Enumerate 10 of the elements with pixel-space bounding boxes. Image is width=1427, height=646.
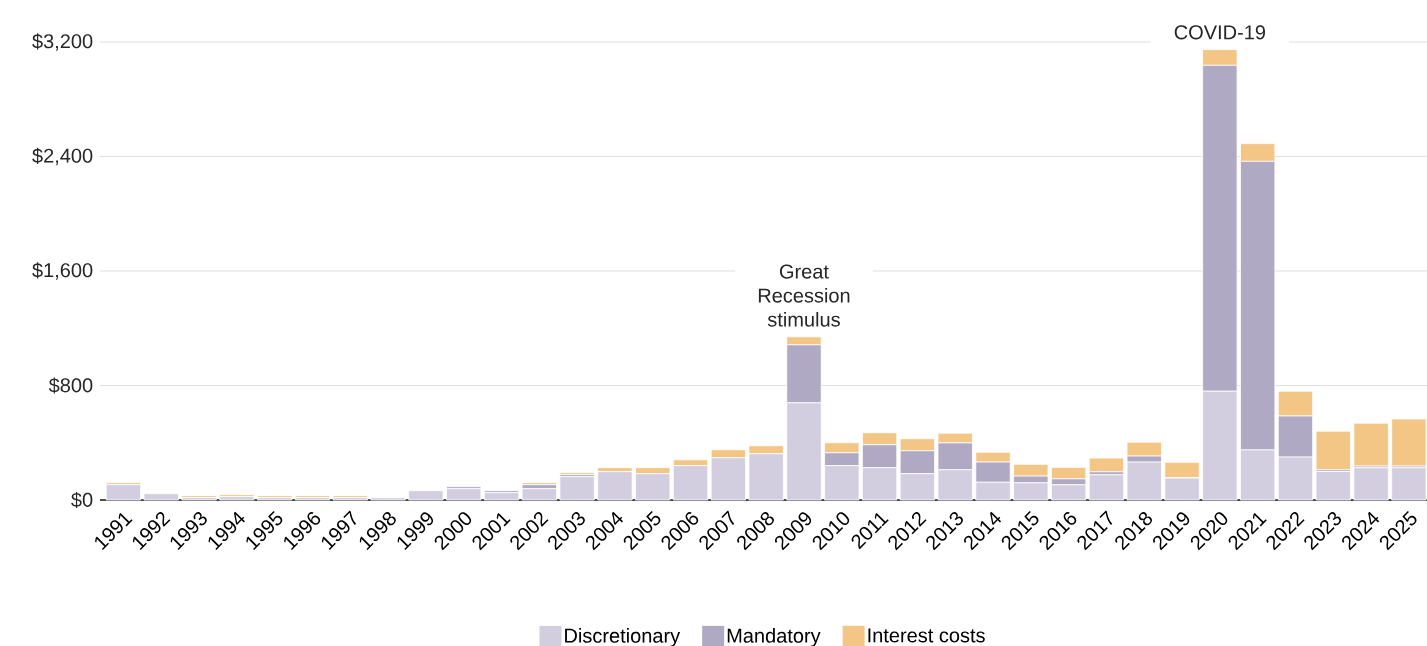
legend-label: Mandatory bbox=[727, 628, 821, 646]
y-tick-label: $3,200 bbox=[32, 33, 93, 51]
annotation: COVID-19 bbox=[1174, 25, 1266, 40]
y-tick-label: $0 bbox=[71, 491, 93, 509]
annotation: Great Recession stimulus bbox=[758, 264, 850, 327]
y-tick-label: $2,400 bbox=[32, 147, 93, 166]
y-tick-label: $800 bbox=[48, 377, 93, 394]
legend-label: Interest costs bbox=[868, 628, 985, 643]
legend-label: Discretionary bbox=[565, 628, 681, 646]
y-tick-label: $1,600 bbox=[32, 262, 93, 280]
